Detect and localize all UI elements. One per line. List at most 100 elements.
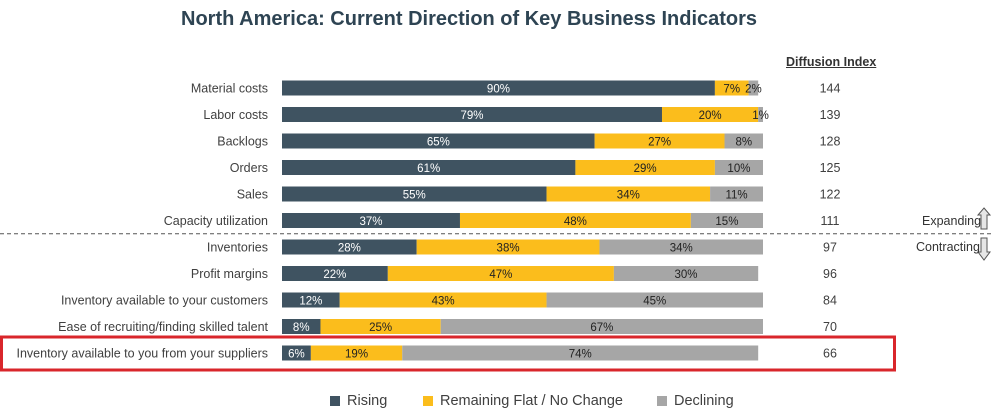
bar-rising-sales bbox=[282, 186, 547, 202]
bar-declining-labor-costs bbox=[758, 107, 763, 122]
diffusion-index-inventories: 97 bbox=[823, 241, 837, 255]
bar-flat-sales bbox=[546, 186, 711, 202]
data-label-flat-inventory-available-to-your-customers: 43% bbox=[432, 296, 455, 308]
bar-rising-inventory-available-to-your-customers bbox=[282, 292, 340, 308]
bar-rising-inventories bbox=[282, 239, 417, 255]
legend-label-rising: Rising bbox=[347, 393, 388, 409]
data-label-flat-labor-costs: 20% bbox=[699, 110, 722, 122]
data-label-rising-backlogs: 65% bbox=[427, 137, 450, 149]
bar-flat-inventory-available-to-you-from-your-suppliers bbox=[310, 345, 403, 361]
bar-rising-labor-costs bbox=[282, 107, 662, 122]
bar-declining-inventory-available-to-your-customers bbox=[546, 292, 763, 308]
data-label-flat-ease-of-recruiting-finding-skilled-talent: 25% bbox=[369, 322, 392, 334]
chart-legend: Rising Remaining Flat / No Change Declin… bbox=[0, 393, 1000, 413]
data-label-flat-material-costs: 7% bbox=[723, 84, 740, 96]
category-label-orders: Orders bbox=[230, 161, 268, 175]
diffusion-index-material-costs: 144 bbox=[820, 82, 841, 96]
expanding-label: Expanding bbox=[922, 214, 982, 228]
data-label-rising-labor-costs: 79% bbox=[460, 110, 483, 122]
chart-title: North America: Current Direction of Key … bbox=[181, 8, 758, 30]
bar-rising-ease-of-recruiting-finding-skilled-talent bbox=[282, 319, 321, 334]
category-label-ease-of-recruiting-finding-skilled-talent: Ease of recruiting/finding skilled talen… bbox=[58, 320, 268, 334]
bar-flat-backlogs bbox=[594, 133, 725, 149]
data-label-declining-sales: 11% bbox=[725, 190, 747, 202]
legend-swatch-flat bbox=[423, 396, 433, 406]
category-label-capacity-utilization: Capacity utilization bbox=[164, 214, 268, 228]
data-label-flat-sales: 34% bbox=[617, 190, 640, 202]
data-label-declining-material-costs: 2% bbox=[745, 84, 762, 96]
diffusion-index-inventory-available-to-you-from-your-suppliers: 66 bbox=[823, 347, 837, 361]
bar-declining-material-costs bbox=[748, 80, 759, 96]
diffusion-index-inventory-available-to-your-customers: 84 bbox=[823, 294, 837, 308]
bar-declining-sales bbox=[710, 186, 763, 202]
bar-flat-material-costs bbox=[714, 80, 749, 96]
diffusion-index-labor-costs: 139 bbox=[820, 108, 841, 122]
bar-rising-backlogs bbox=[282, 133, 595, 149]
contracting-down-arrow-icon bbox=[977, 237, 991, 261]
bar-flat-profit-margins bbox=[387, 266, 614, 281]
data-label-rising-material-costs: 90% bbox=[487, 84, 510, 96]
bar-declining-backlogs bbox=[724, 133, 763, 149]
data-label-flat-capacity-utilization: 48% bbox=[564, 216, 587, 228]
bar-flat-inventory-available-to-your-customers bbox=[339, 292, 547, 308]
category-label-sales: Sales bbox=[237, 188, 268, 202]
data-label-flat-inventories: 38% bbox=[497, 243, 520, 255]
data-label-rising-ease-of-recruiting-finding-skilled-talent: 8% bbox=[293, 322, 310, 334]
legend-swatch-declining bbox=[657, 396, 667, 406]
data-label-declining-inventory-available-to-you-from-your-suppliers: 74% bbox=[569, 349, 592, 361]
data-label-rising-inventory-available-to-you-from-your-suppliers: 6% bbox=[288, 349, 305, 361]
bar-rising-inventory-available-to-you-from-your-suppliers bbox=[282, 345, 311, 361]
category-label-profit-margins: Profit margins bbox=[191, 267, 268, 281]
bar-declining-orders bbox=[714, 160, 763, 175]
data-label-rising-capacity-utilization: 37% bbox=[359, 216, 382, 228]
diffusion-index-sales: 122 bbox=[820, 188, 841, 202]
legend-label-declining: Declining bbox=[674, 393, 734, 409]
category-label-material-costs: Material costs bbox=[191, 82, 268, 96]
bar-declining-profit-margins bbox=[613, 266, 759, 281]
diffusion-index-backlogs: 128 bbox=[820, 135, 841, 149]
data-label-declining-inventory-available-to-your-customers: 45% bbox=[643, 296, 666, 308]
data-label-declining-ease-of-recruiting-finding-skilled-talent: 67% bbox=[590, 322, 613, 334]
bar-flat-orders bbox=[575, 160, 715, 175]
data-label-rising-profit-margins: 22% bbox=[323, 269, 346, 281]
data-label-declining-capacity-utilization: 15% bbox=[715, 216, 738, 228]
category-label-inventory-available-to-your-customers: Inventory available to your customers bbox=[61, 294, 268, 308]
bar-declining-inventories bbox=[599, 239, 763, 255]
data-label-declining-inventories: 34% bbox=[670, 243, 693, 255]
bar-flat-inventories bbox=[416, 239, 600, 255]
diffusion-index-orders: 125 bbox=[820, 161, 841, 175]
bar-declining-inventory-available-to-you-from-your-suppliers bbox=[402, 345, 759, 361]
bar-declining-capacity-utilization bbox=[690, 213, 763, 228]
data-label-flat-backlogs: 27% bbox=[648, 137, 671, 149]
data-label-declining-profit-margins: 30% bbox=[675, 269, 698, 281]
category-label-inventory-available-to-you-from-your-suppliers: Inventory available to you from your sup… bbox=[16, 347, 268, 361]
contracting-label: Contracting bbox=[916, 240, 980, 254]
data-label-rising-sales: 55% bbox=[403, 190, 426, 202]
diffusion-index-capacity-utilization: 111 bbox=[820, 214, 839, 228]
legend-label-flat: Remaining Flat / No Change bbox=[440, 393, 623, 409]
category-label-labor-costs: Labor costs bbox=[203, 108, 268, 122]
data-label-rising-inventory-available-to-your-customers: 12% bbox=[299, 296, 322, 308]
data-label-rising-inventories: 28% bbox=[338, 243, 361, 255]
data-label-flat-inventory-available-to-you-from-your-suppliers: 19% bbox=[345, 349, 368, 361]
data-label-declining-backlogs: 8% bbox=[735, 137, 752, 149]
diffusion-index-ease-of-recruiting-finding-skilled-talent: 70 bbox=[823, 320, 837, 334]
diffusion-index-profit-margins: 96 bbox=[823, 267, 837, 281]
highlight-box bbox=[0, 335, 896, 372]
bar-flat-ease-of-recruiting-finding-skilled-talent bbox=[320, 319, 441, 334]
bar-declining-ease-of-recruiting-finding-skilled-talent bbox=[440, 319, 763, 334]
expanding-up-arrow-icon bbox=[976, 207, 992, 230]
bar-rising-orders bbox=[282, 160, 576, 175]
legend-swatch-rising bbox=[330, 396, 340, 406]
data-label-flat-orders: 29% bbox=[634, 163, 657, 175]
legend-item-rising: Rising bbox=[330, 393, 387, 409]
data-label-declining-orders: 10% bbox=[727, 163, 750, 175]
bar-flat-labor-costs bbox=[661, 107, 759, 122]
bar-rising-capacity-utilization bbox=[282, 213, 460, 228]
legend-item-flat: Remaining Flat / No Change bbox=[423, 393, 623, 409]
data-label-flat-profit-margins: 47% bbox=[489, 269, 512, 281]
data-label-declining-labor-costs: 1% bbox=[752, 110, 769, 122]
diffusion-index-header: Diffusion Index bbox=[786, 55, 877, 69]
category-label-backlogs: Backlogs bbox=[217, 135, 268, 149]
legend-item-declining: Declining bbox=[657, 393, 734, 409]
